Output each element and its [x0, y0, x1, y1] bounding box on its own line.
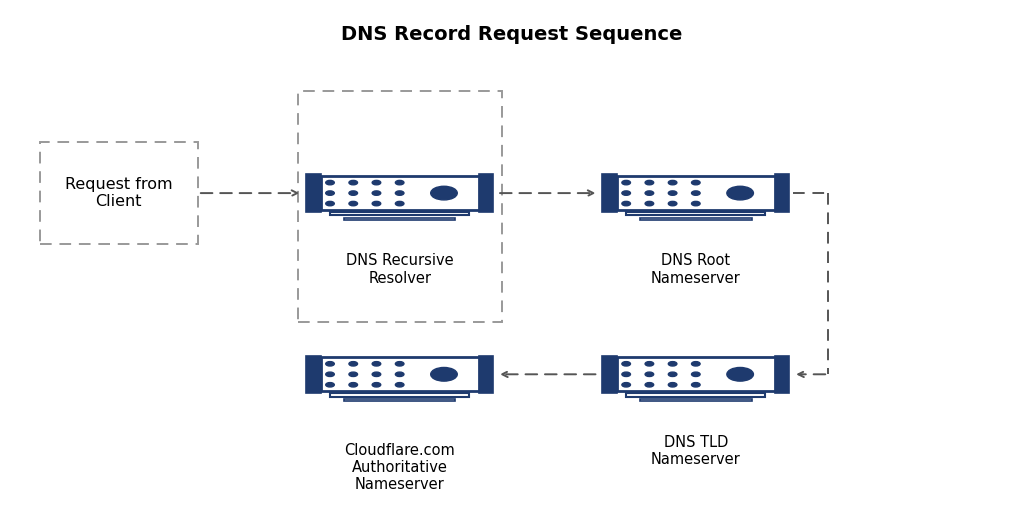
Bar: [330, 393, 469, 397]
Circle shape: [395, 372, 403, 376]
Circle shape: [645, 362, 653, 366]
Circle shape: [349, 362, 357, 366]
Circle shape: [395, 383, 403, 387]
Circle shape: [622, 372, 631, 376]
Circle shape: [645, 201, 653, 206]
Bar: [775, 356, 790, 393]
Circle shape: [727, 186, 754, 200]
Circle shape: [326, 362, 334, 366]
Bar: [306, 174, 321, 212]
Circle shape: [349, 372, 357, 376]
Bar: [306, 356, 321, 393]
Circle shape: [691, 191, 700, 195]
Circle shape: [645, 191, 653, 195]
Text: DNS Record Request Sequence: DNS Record Request Sequence: [341, 25, 683, 44]
Text: DNS Recursive
Resolver: DNS Recursive Resolver: [346, 253, 454, 286]
Circle shape: [395, 362, 403, 366]
Circle shape: [349, 383, 357, 387]
Bar: [479, 174, 494, 212]
Bar: [616, 176, 775, 210]
Text: Cloudflare.com
Authoritative
Nameserver: Cloudflare.com Authoritative Nameserver: [344, 442, 455, 493]
Bar: [330, 212, 469, 215]
Circle shape: [622, 181, 631, 185]
Circle shape: [349, 201, 357, 206]
Circle shape: [326, 191, 334, 195]
Circle shape: [372, 362, 381, 366]
Bar: [775, 174, 790, 212]
Circle shape: [669, 181, 677, 185]
Circle shape: [622, 362, 631, 366]
Bar: [321, 357, 479, 391]
Circle shape: [727, 367, 754, 381]
Circle shape: [395, 181, 403, 185]
Circle shape: [431, 367, 458, 381]
Circle shape: [326, 372, 334, 376]
Circle shape: [669, 201, 677, 206]
Circle shape: [645, 372, 653, 376]
Circle shape: [691, 383, 700, 387]
Circle shape: [372, 191, 381, 195]
Circle shape: [372, 372, 381, 376]
Circle shape: [431, 186, 458, 200]
Circle shape: [349, 191, 357, 195]
Circle shape: [622, 191, 631, 195]
Circle shape: [372, 181, 381, 185]
Text: Request from
Client: Request from Client: [65, 177, 173, 209]
Bar: [640, 218, 752, 220]
Bar: [602, 174, 616, 212]
Bar: [298, 91, 502, 322]
Circle shape: [669, 372, 677, 376]
Circle shape: [691, 181, 700, 185]
Circle shape: [691, 372, 700, 376]
Circle shape: [691, 362, 700, 366]
Bar: [602, 356, 616, 393]
Circle shape: [395, 191, 403, 195]
Circle shape: [326, 201, 334, 206]
Bar: [40, 142, 198, 244]
Circle shape: [326, 383, 334, 387]
Text: DNS TLD
Nameserver: DNS TLD Nameserver: [651, 435, 740, 467]
Circle shape: [372, 201, 381, 206]
Circle shape: [622, 201, 631, 206]
Circle shape: [645, 383, 653, 387]
Bar: [626, 393, 766, 397]
Circle shape: [669, 383, 677, 387]
Bar: [344, 218, 456, 220]
Circle shape: [372, 383, 381, 387]
Bar: [626, 212, 766, 215]
Circle shape: [622, 383, 631, 387]
Bar: [344, 399, 456, 401]
Text: DNS Root
Nameserver: DNS Root Nameserver: [651, 253, 740, 286]
Circle shape: [349, 181, 357, 185]
Circle shape: [395, 201, 403, 206]
Circle shape: [669, 191, 677, 195]
Circle shape: [326, 181, 334, 185]
Bar: [321, 176, 479, 210]
Bar: [479, 356, 494, 393]
Bar: [640, 399, 752, 401]
Circle shape: [669, 362, 677, 366]
Circle shape: [691, 201, 700, 206]
Circle shape: [645, 181, 653, 185]
Bar: [616, 357, 775, 391]
